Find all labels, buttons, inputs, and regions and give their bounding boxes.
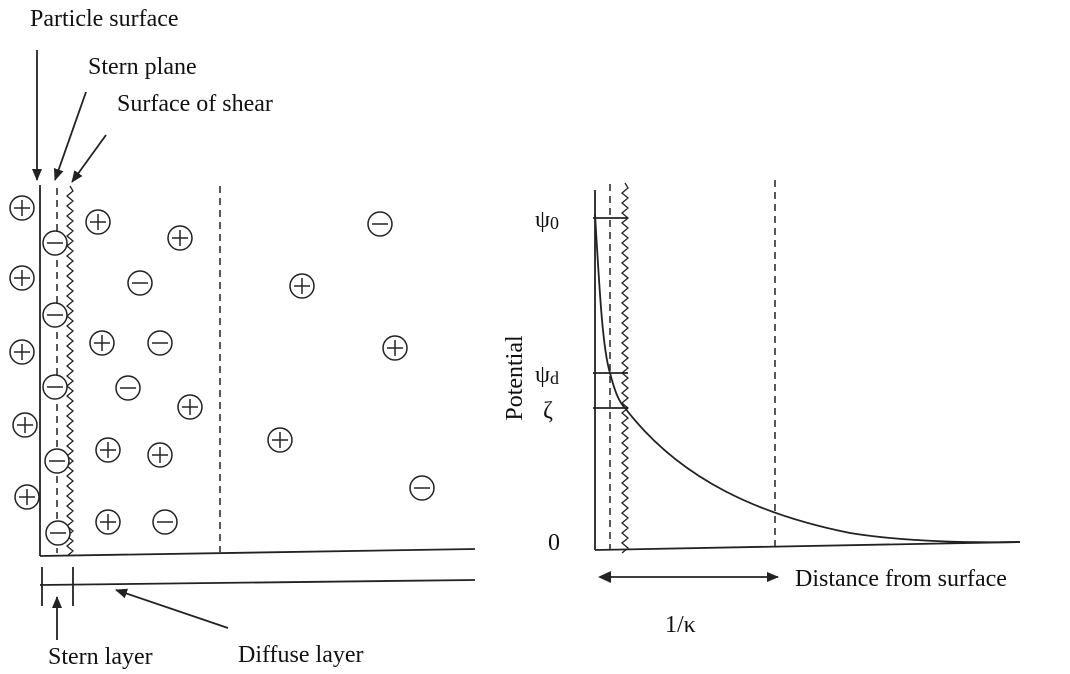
cation — [177, 394, 203, 420]
cation — [89, 330, 115, 356]
subscript: d — [550, 368, 559, 388]
anion — [44, 448, 70, 474]
y-axis-label: Potential — [502, 335, 528, 421]
anion — [127, 270, 153, 296]
anion — [147, 330, 173, 356]
symbol: ψ — [535, 362, 550, 388]
cation — [147, 442, 173, 468]
arrow — [53, 91, 87, 181]
anion — [42, 230, 68, 256]
surface-of-shear-label: Surface of shear — [117, 91, 273, 117]
cation — [95, 509, 121, 535]
cation — [267, 427, 293, 453]
shear-surface — [620, 182, 630, 554]
psi0-label: ψ0 — [535, 207, 559, 233]
cation — [9, 265, 35, 291]
cation — [382, 335, 408, 361]
cation — [167, 225, 193, 251]
cation — [12, 412, 38, 438]
double-layer-scheme: Particle surface Stern plane Surface of … — [9, 6, 476, 670]
layer-bracket — [39, 579, 476, 586]
potential-graph: ψ0 ψd ζ 0 Potential Distance from surfac… — [502, 180, 1021, 638]
particle-surface-label: Particle surface — [30, 6, 179, 32]
cation — [14, 484, 40, 510]
stern-plane-label: Stern plane — [88, 54, 197, 80]
cation — [85, 209, 111, 235]
zero-label: 0 — [548, 530, 560, 556]
cation — [9, 339, 35, 365]
anion — [45, 520, 71, 546]
arrow-head — [598, 571, 611, 583]
shear-surface — [65, 185, 75, 557]
anion — [367, 211, 393, 237]
potential-curve — [594, 213, 1021, 544]
zeta-label: ζ — [543, 398, 553, 424]
symbol: ψ — [535, 207, 550, 233]
anion — [152, 509, 178, 535]
anion — [42, 302, 68, 328]
cation — [289, 273, 315, 299]
subscript: 0 — [550, 213, 559, 233]
debye-length-label: 1/κ — [665, 612, 696, 638]
x-axis-label: Distance from surface — [795, 566, 1007, 592]
cation — [95, 437, 121, 463]
x-axis — [594, 541, 1021, 551]
anion — [409, 475, 435, 501]
arrow — [115, 588, 229, 629]
anion — [115, 375, 141, 401]
diffuse-layer-label: Diffuse layer — [238, 642, 364, 668]
anion — [42, 374, 68, 400]
baseline — [39, 548, 476, 557]
psid-label: ψd — [535, 362, 559, 388]
stern-layer-label: Stern layer — [48, 644, 153, 670]
arrow — [71, 134, 107, 183]
cation — [9, 195, 35, 221]
